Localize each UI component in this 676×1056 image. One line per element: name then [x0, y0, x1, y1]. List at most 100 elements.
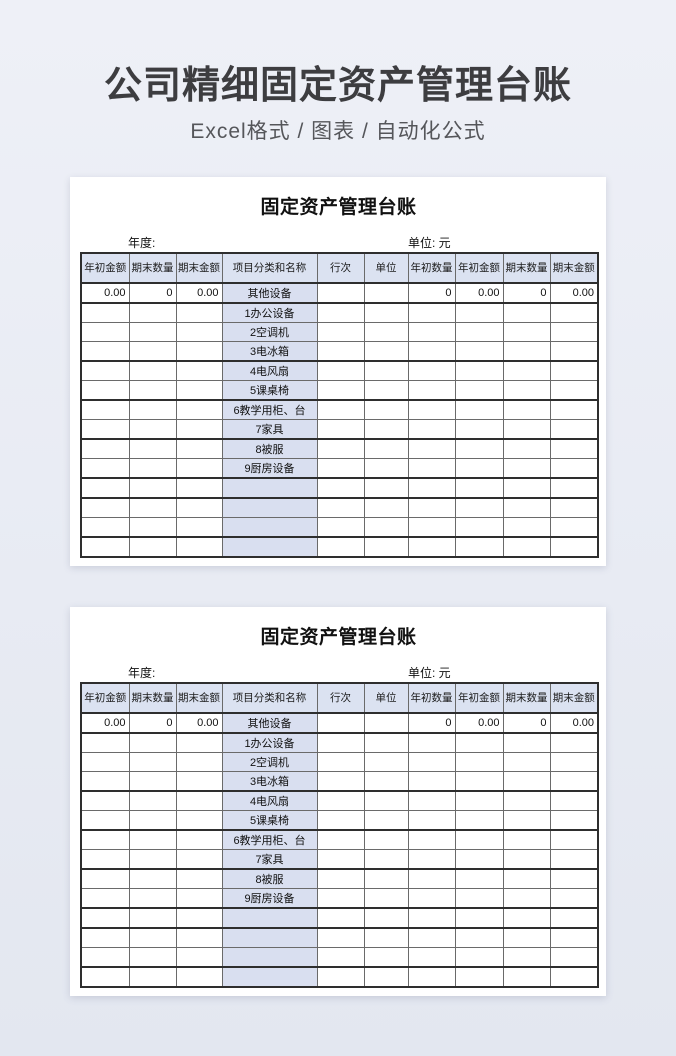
column-header: 年初数量: [407, 682, 456, 714]
category-cell: 9厨房设备: [221, 457, 318, 479]
value-cell: [407, 751, 456, 772]
value-cell: [175, 907, 223, 929]
value-cell: [316, 516, 365, 538]
column-header: 年初金额: [454, 252, 504, 284]
value-cell: [407, 340, 456, 362]
value-cell: [549, 887, 599, 909]
value-cell: [407, 966, 456, 988]
category-cell: 9厨房设备: [221, 887, 318, 909]
table-row: 4电风扇: [80, 360, 599, 381]
category-cell: [221, 516, 318, 538]
value-cell: [128, 379, 177, 401]
value-cell: [363, 868, 409, 889]
value-cell: [454, 770, 504, 792]
table-row: [80, 536, 599, 558]
fixed-asset-table: 年初金额 期末数量 期末金额 项目分类和名称 行次 单位 年初数量 年初金额 期末数量 期末金额 0…: [80, 251, 599, 558]
value-cell: [454, 927, 504, 948]
value-cell: [549, 829, 599, 850]
value-cell: [363, 536, 409, 558]
value-cell: [549, 379, 599, 401]
value-cell: [454, 907, 504, 929]
value-cell: [407, 516, 456, 538]
value-cell: [175, 966, 223, 988]
value-cell: [80, 790, 130, 811]
value-cell: 0.00: [175, 712, 223, 734]
value-cell: [502, 848, 551, 870]
value-cell: [549, 477, 599, 499]
value-cell: [316, 321, 365, 342]
value-cell: [128, 751, 177, 772]
value-cell: [128, 497, 177, 518]
value-cell: [407, 360, 456, 381]
value-cell: [407, 907, 456, 929]
table-row: 1办公设备: [80, 302, 599, 323]
value-cell: [316, 907, 365, 929]
value-cell: [454, 732, 504, 753]
table-row: 5课桌椅: [80, 809, 599, 831]
value-cell: [80, 966, 130, 988]
column-header: 期末数量: [128, 682, 177, 714]
value-cell: [454, 848, 504, 870]
value-cell: [175, 751, 223, 772]
value-cell: [316, 360, 365, 381]
value-cell: [454, 340, 504, 362]
value-cell: [316, 751, 365, 772]
table-row: 8被服: [80, 868, 599, 889]
category-cell: 3电冰箱: [221, 770, 318, 792]
value-cell: [80, 321, 130, 342]
value-cell: [407, 732, 456, 753]
table-title: 固定资产管理台账: [260, 626, 417, 648]
table-row: 7家具: [80, 848, 599, 870]
table-row: 9厨房设备: [80, 457, 599, 479]
value-cell: [502, 497, 551, 518]
value-cell: [407, 927, 456, 948]
table-row: 4电风扇: [80, 790, 599, 811]
column-header: 期末数量: [502, 252, 551, 284]
value-cell: [80, 770, 130, 792]
value-cell: [502, 477, 551, 499]
value-cell: [549, 927, 599, 948]
value-cell: [407, 829, 456, 850]
page-title: 公司精细固定资产管理台账: [103, 65, 572, 107]
value-cell: [80, 438, 130, 459]
column-header: 期末数量: [502, 682, 551, 714]
category-cell: 5课桌椅: [221, 809, 318, 831]
value-cell: [363, 516, 409, 538]
value-cell: [363, 927, 409, 948]
value-cell: [407, 321, 456, 342]
table-row: 0.00 0 0.00 其他设备 0 0.00 0 0.00: [80, 712, 599, 734]
value-cell: [454, 379, 504, 401]
value-cell: [549, 321, 599, 342]
column-header: 年初金额: [454, 682, 504, 714]
value-cell: [454, 399, 504, 420]
value-cell: [80, 379, 130, 401]
value-cell: [549, 438, 599, 459]
value-cell: [175, 887, 223, 909]
year-label: 年度:: [128, 665, 156, 680]
table-row: 9厨房设备: [80, 887, 599, 909]
value-cell: [80, 809, 130, 831]
value-cell: [407, 379, 456, 401]
category-cell: 4电风扇: [221, 360, 318, 381]
table-row: 2空调机: [80, 321, 599, 342]
value-cell: 0: [502, 282, 551, 304]
value-cell: [316, 379, 365, 401]
value-cell: [502, 829, 551, 850]
value-cell: [128, 399, 177, 420]
value-cell: [80, 868, 130, 889]
table-row: [80, 477, 599, 499]
value-cell: [407, 477, 456, 499]
category-cell: [221, 946, 318, 968]
value-cell: [407, 497, 456, 518]
value-cell: [549, 907, 599, 929]
value-cell: [80, 497, 130, 518]
value-cell: [128, 438, 177, 459]
category-cell: 7家具: [221, 848, 318, 870]
value-cell: [363, 887, 409, 909]
value-cell: [363, 497, 409, 518]
value-cell: [454, 536, 504, 558]
column-header: 期末金额: [175, 252, 223, 284]
value-cell: [80, 887, 130, 909]
value-cell: [502, 790, 551, 811]
category-cell: 其他设备: [221, 712, 318, 734]
